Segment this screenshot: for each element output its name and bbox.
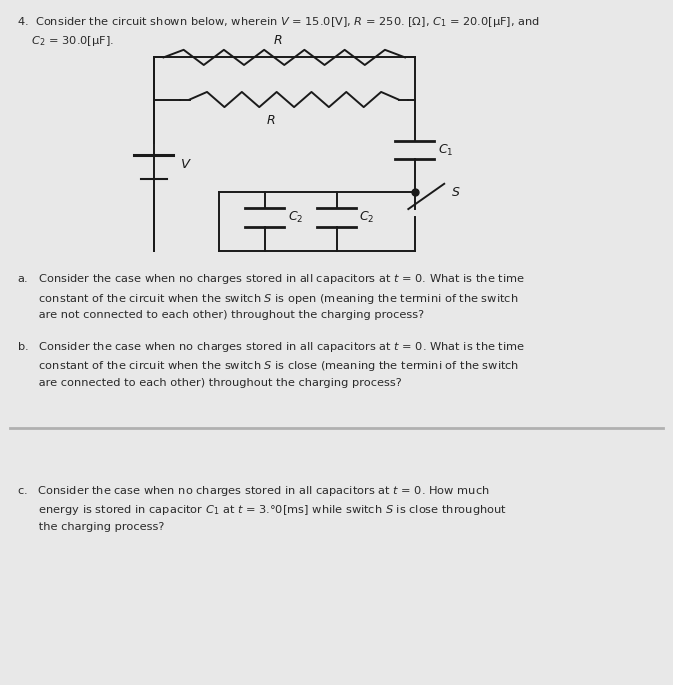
Text: $C_2$: $C_2$ [359, 210, 375, 225]
Text: c.   Consider the case when no charges stored in all capacitors at $t$ = 0. How : c. Consider the case when no charges sto… [17, 484, 507, 532]
Text: $R$: $R$ [267, 114, 276, 127]
Text: $R$: $R$ [273, 34, 283, 47]
Text: a.   Consider the case when no charges stored in all capacitors at $t$ = 0. What: a. Consider the case when no charges sto… [17, 272, 524, 320]
Text: $C_2$ = 30.0[μF].: $C_2$ = 30.0[μF]. [17, 34, 114, 48]
Text: $S$: $S$ [451, 186, 460, 199]
Text: b.   Consider the case when no charges stored in all capacitors at $t$ = 0. What: b. Consider the case when no charges sto… [17, 340, 525, 388]
Text: $V$: $V$ [180, 158, 192, 171]
Text: $C_2$: $C_2$ [287, 210, 303, 225]
Text: 4.  Consider the circuit shown below, wherein $V$ = 15.0[V], $R$ = 250. [Ω], $C_: 4. Consider the circuit shown below, whe… [17, 15, 540, 29]
Text: $C_1$: $C_1$ [437, 142, 453, 158]
